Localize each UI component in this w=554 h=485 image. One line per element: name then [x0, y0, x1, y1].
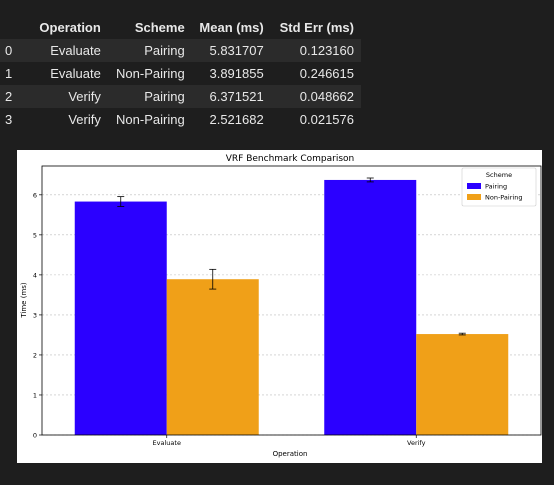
- table-header-row: Operation Scheme Mean (ms) Std Err (ms): [0, 16, 361, 39]
- cell-mean: 2.521682: [209, 112, 264, 127]
- column-header-stderr: Std Err (ms): [270, 16, 361, 39]
- column-header-operation: Operation: [32, 16, 108, 39]
- cell-stderr: 0.123160: [270, 39, 361, 62]
- row-index: 2: [0, 85, 32, 108]
- legend-title: Scheme: [486, 171, 512, 179]
- cell-operation: Evaluate: [32, 39, 108, 62]
- row-index: 3: [5, 112, 13, 127]
- row-index: 0: [0, 39, 32, 62]
- column-header-mean: Mean (ms): [191, 16, 271, 39]
- bar: [416, 334, 509, 435]
- x-tick-label: Verify: [407, 439, 426, 447]
- y-axis-label: Time (ms): [20, 282, 28, 319]
- legend-label: Pairing: [485, 183, 507, 191]
- legend-label: Non-Pairing: [485, 194, 522, 202]
- x-tick-label: Evaluate: [153, 439, 181, 447]
- cell-operation: Evaluate: [50, 66, 101, 81]
- cell-mean: 3.891855: [209, 66, 264, 81]
- cell-scheme: Pairing: [107, 85, 192, 108]
- y-tick-label: 3: [33, 311, 37, 319]
- y-tick-label: 5: [33, 231, 37, 239]
- bar: [324, 179, 417, 435]
- cell-scheme: Non-Pairing: [116, 66, 185, 81]
- legend-swatch: [467, 194, 481, 200]
- table-row: 3 Verify Non-Pairing 2.521682 0.021576: [0, 108, 361, 131]
- cell-stderr: 0.021576: [299, 112, 354, 127]
- bar-chart: VRF Benchmark Comparison Operation Time …: [20, 154, 542, 458]
- legend-swatch: [467, 183, 481, 189]
- chart-title: VRF Benchmark Comparison: [226, 154, 354, 164]
- table-row: 2 Verify Pairing 6.371521 0.048662: [0, 85, 361, 108]
- cell-mean: 5.831707: [191, 39, 271, 62]
- table-row: 1 Evaluate Non-Pairing 3.891855 0.246615: [0, 62, 361, 85]
- bar: [166, 279, 259, 435]
- plot-frame: [41, 165, 542, 436]
- cell-scheme: Pairing: [107, 39, 192, 62]
- y-tick-label: 2: [33, 351, 37, 359]
- y-tick-label: 0: [33, 432, 37, 440]
- y-tick-label: 1: [33, 391, 37, 399]
- bar: [74, 201, 167, 435]
- index-header: [0, 16, 32, 39]
- cell-scheme: Non-Pairing: [116, 112, 185, 127]
- cell-stderr: 0.048662: [270, 85, 361, 108]
- cell-mean: 6.371521: [191, 85, 271, 108]
- cell-stderr: 0.246615: [299, 66, 354, 81]
- legend: Scheme Pairing Non-Pairing: [461, 167, 537, 207]
- cell-operation: Verify: [32, 85, 108, 108]
- x-axis-label: Operation: [273, 450, 308, 458]
- dataframe-table: Operation Scheme Mean (ms) Std Err (ms) …: [0, 16, 361, 131]
- column-header-scheme: Scheme: [107, 16, 192, 39]
- chart-output: VRF Benchmark Comparison Operation Time …: [17, 150, 542, 463]
- axes: 0 1 2 3 4 5 6 Evaluate Verify: [33, 165, 542, 447]
- bars: [74, 177, 509, 435]
- row-index: 1: [5, 66, 13, 81]
- y-tick-label: 6: [33, 191, 37, 199]
- cell-operation: Verify: [68, 112, 101, 127]
- table-row: 0 Evaluate Pairing 5.831707 0.123160: [0, 39, 361, 62]
- y-tick-label: 4: [33, 271, 37, 279]
